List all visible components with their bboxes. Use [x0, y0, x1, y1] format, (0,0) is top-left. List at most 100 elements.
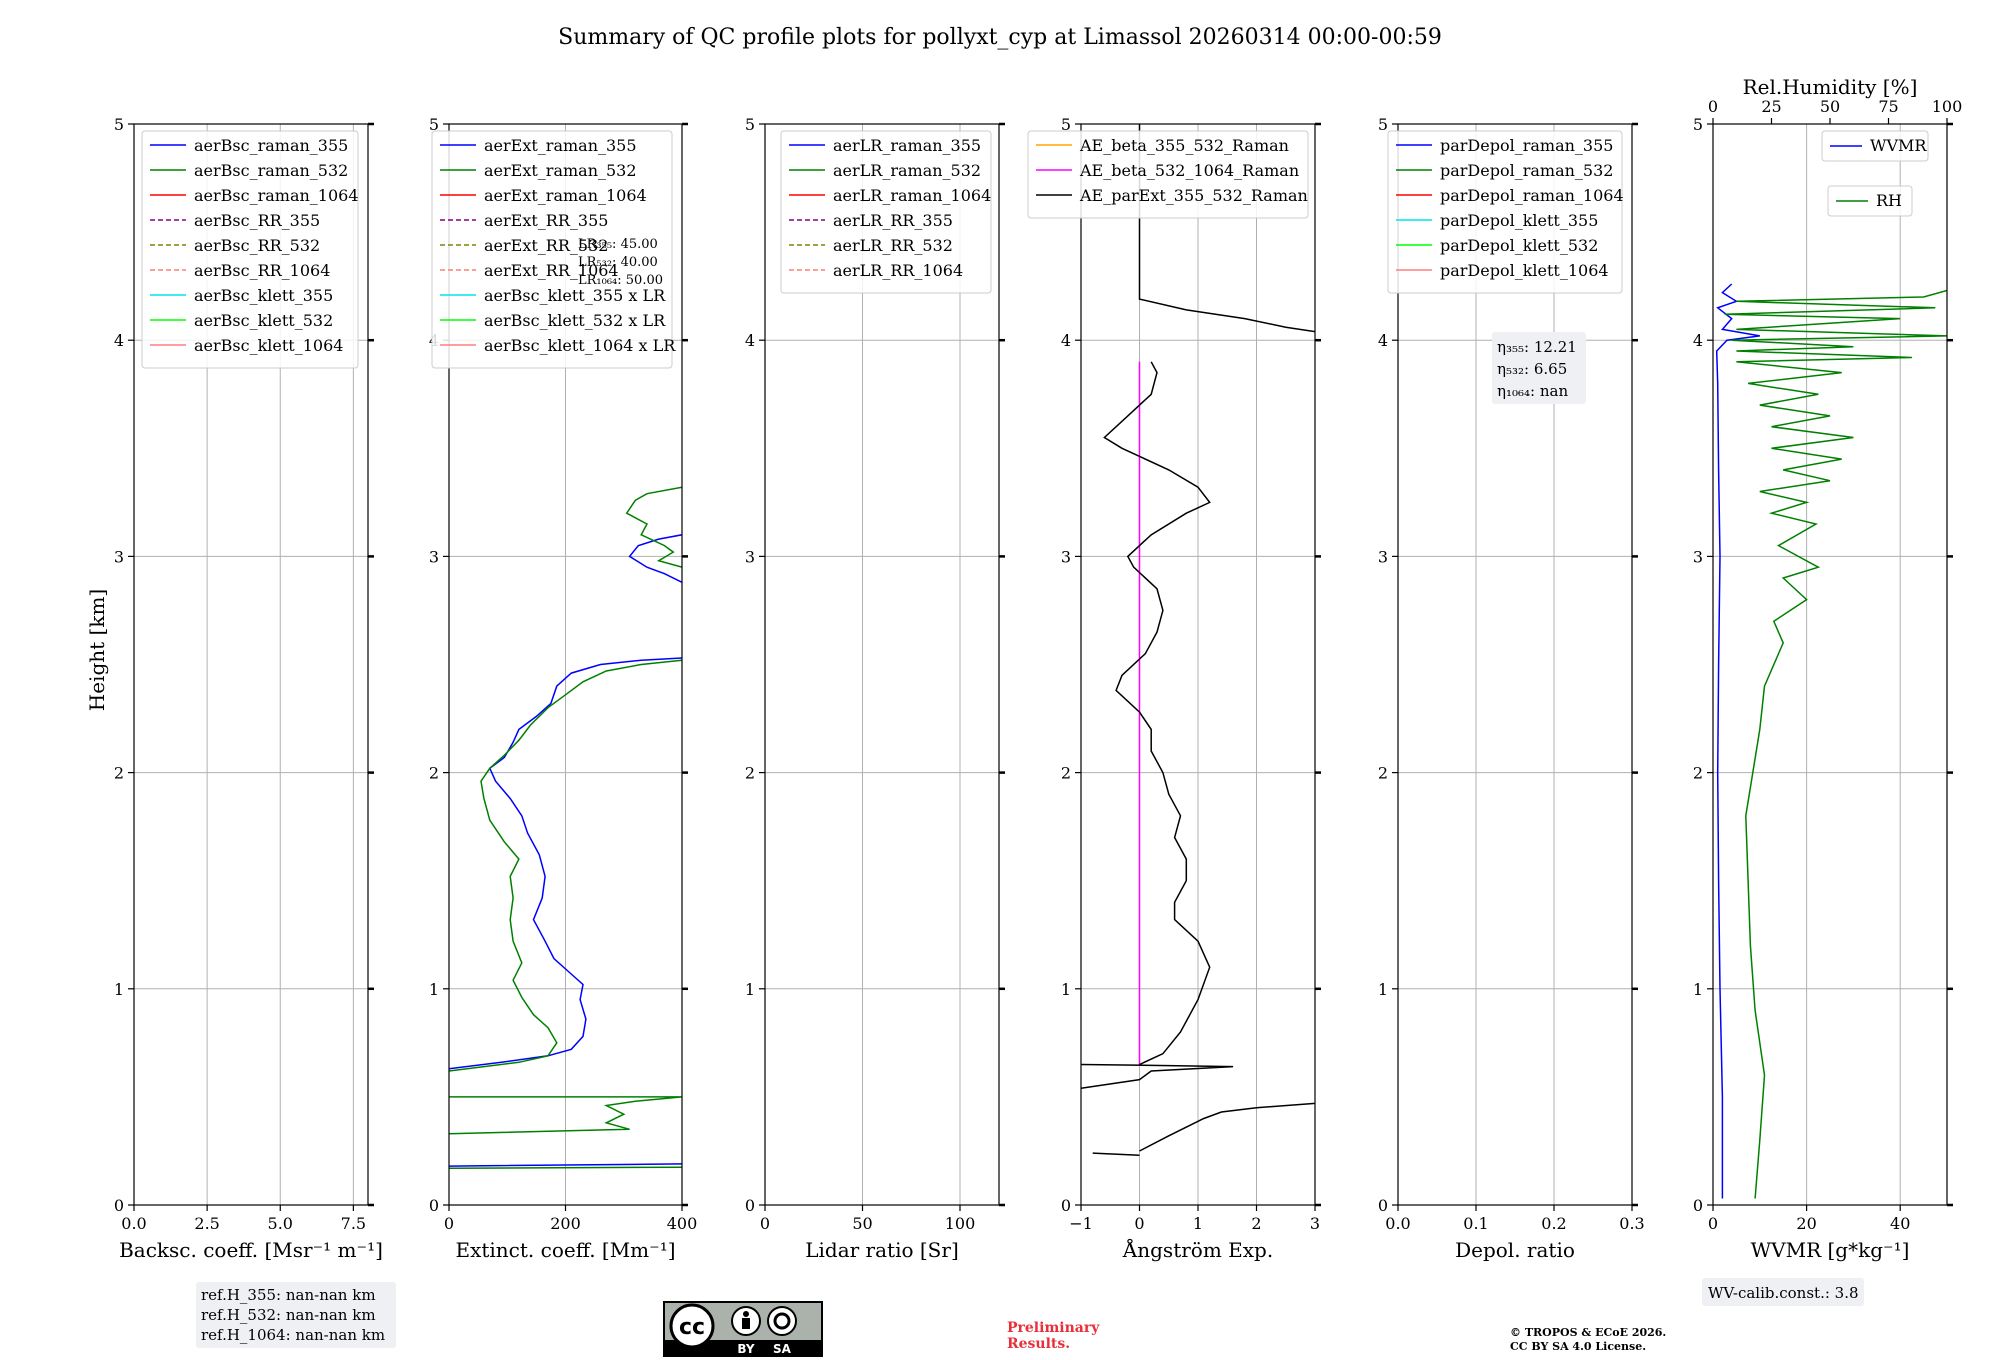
legend-label-depol-0: parDepol_raman_355: [1440, 136, 1613, 155]
ytick-label-bsc-3: 3: [114, 547, 124, 566]
series-AE_parExt_355_532_Raman: [1081, 124, 1315, 1157]
legend-ae: AE_beta_355_532_Raman AE_beta_532_1064_Ra…: [1027, 130, 1309, 219]
eta-1064: η₁₀₆₄: nan: [1497, 382, 1568, 400]
xtick-label-depol-3: 0.3: [1619, 1214, 1644, 1233]
xlabel-ext: Extinct. coeff. [Mm⁻¹]: [455, 1238, 675, 1262]
series-aerExt_raman_355: [449, 534, 682, 1167]
ytick-label-lr-5: 5: [745, 115, 755, 134]
legend-label-ext-7: aerBsc_klett_532 x LR: [484, 311, 666, 330]
xtick-label-depol-0: 0.0: [1385, 1214, 1410, 1233]
ytick-label-lr-1: 1: [745, 980, 755, 999]
xtick-label-lr-0: 0: [760, 1214, 770, 1233]
preliminary-line-2: Results.: [1007, 1336, 1070, 1352]
legend-depol: parDepol_raman_355 parDepol_raman_532 parD…: [1387, 130, 1624, 294]
axes-frame-bsc: [133, 123, 369, 1206]
ytick-label-bsc-5: 5: [114, 115, 124, 134]
legend-wv-0: WVMR: [1821, 130, 1929, 162]
top-tick-label-1: 25: [1761, 97, 1781, 116]
ytick-label-ext-5: 5: [429, 115, 439, 134]
legend-label-lr-2: aerLR_raman_1064: [833, 186, 991, 205]
legend-label-bsc-6: aerBsc_klett_355: [194, 286, 333, 305]
ytick-label-wv-3: 3: [1693, 547, 1703, 566]
lr-fixed-1064: LR₁₀₆₄: 50.00: [578, 273, 663, 288]
legend-label-bsc-8: aerBsc_klett_1064: [194, 336, 343, 355]
xlabel-bsc: Backsc. coeff. [Msr⁻¹ m⁻¹]: [119, 1238, 383, 1262]
ytick-label-wv-5: 5: [1693, 115, 1703, 134]
legend-label-lr-1: aerLR_raman_532: [833, 161, 981, 180]
eta-info-box: η₃₅₅: 12.21 η₅₃₂: 6.65 η₁₀₆₄: nan: [1492, 332, 1586, 404]
series-WVMR: [1715, 283, 1760, 1199]
sa-share-icon: [767, 1306, 797, 1336]
legend-label-bsc-7: aerBsc_klett_532: [194, 311, 333, 330]
series-group-ext: [449, 486, 682, 1169]
legend-label-depol-3: parDepol_klett_355: [1440, 211, 1598, 230]
xlabel-wv: WVMR [g*kg⁻¹]: [1751, 1238, 1910, 1262]
legend-label-bsc-4: aerBsc_RR_532: [194, 236, 320, 255]
legend-label-ae-2: AE_parExt_355_532_Raman: [1079, 186, 1308, 205]
legend-label-lr-3: aerLR_RR_355: [833, 211, 953, 230]
legend-label-ext-5: aerExt_RR_1064: [484, 261, 619, 280]
ytick-label-ext-3: 3: [429, 547, 439, 566]
ytick-label-bsc-4: 4: [114, 331, 124, 350]
ytick-label-lr-2: 2: [745, 764, 755, 783]
cc-sa-label: SA: [773, 1342, 792, 1356]
ytick-label-wv-1: 1: [1693, 980, 1703, 999]
legend-lr: aerLR_raman_355 aerLR_raman_532 aerLR_rama…: [780, 130, 992, 294]
legend-label-wv-0: WVMR: [1870, 136, 1927, 155]
legend-label-bsc-1: aerBsc_raman_532: [194, 161, 348, 180]
y-axis-label: Height [km]: [85, 589, 109, 711]
xtick-label-ae-1: 0: [1134, 1214, 1144, 1233]
xlabel-depol: Depol. ratio: [1455, 1238, 1575, 1262]
legend-label-ext-0: aerExt_raman_355: [484, 136, 637, 155]
ytick-label-wv-0: 0: [1693, 1196, 1703, 1215]
panel-depol: 0.0 0.1 0.2 0.3 0 1 2 3 4 5 Depol. ratio parDepol_r…: [1378, 115, 1645, 1262]
legend-label-ae-1: AE_beta_532_1064_Raman: [1079, 161, 1299, 180]
ytick-label-bsc-2: 2: [114, 764, 124, 783]
refh-1064: ref.H_1064: nan-nan km: [201, 1326, 385, 1344]
legend-label-depol-5: parDepol_klett_1064: [1440, 261, 1609, 280]
xtick-label-wv-2: 40: [1890, 1214, 1910, 1233]
axes-frame-lr: [764, 123, 1000, 1206]
ytick-label-ext-2: 2: [429, 764, 439, 783]
copyright-line-1: © TROPOS & ECoE 2026.: [1510, 1326, 1666, 1339]
axes-frame-wv: [1712, 123, 1948, 1206]
top-tick-label-4: 100: [1932, 97, 1963, 116]
ytick-label-wv-2: 2: [1693, 764, 1703, 783]
ytick-label-ext-1: 1: [429, 980, 439, 999]
ytick-label-depol-2: 2: [1378, 764, 1388, 783]
ytick-label-lr-3: 3: [745, 547, 755, 566]
legend-label-ext-4: aerExt_RR_532: [484, 236, 608, 255]
legend-label-depol-1: parDepol_raman_532: [1440, 161, 1613, 180]
copyright-line-2: CC BY SA 4.0 License.: [1510, 1340, 1646, 1353]
refh-532: ref.H_532: nan-nan km: [201, 1306, 376, 1324]
xtick-label-ae-3: 2: [1251, 1214, 1261, 1233]
lr-fixed-355: LR₃₅₅: 45.00: [578, 237, 658, 252]
xtick-label-ae-0: −1: [1069, 1214, 1093, 1233]
series-group-wv: [1715, 283, 1947, 1199]
ytick-label-ext-0: 0: [429, 1196, 439, 1215]
ytick-label-lr-0: 0: [745, 1196, 755, 1215]
ytick-label-ae-3: 3: [1061, 547, 1071, 566]
top-tick-label-0: 0: [1708, 97, 1718, 116]
legend-label-bsc-0: aerBsc_raman_355: [194, 136, 348, 155]
legend-bsc: aerBsc_raman_355 aerBsc_raman_532 aerBsc_r…: [141, 130, 359, 369]
legend-label-ext-6: aerBsc_klett_355 x LR: [484, 286, 666, 305]
legend-label-bsc-3: aerBsc_RR_355: [194, 211, 320, 230]
xtick-label-depol-1: 0.1: [1463, 1214, 1488, 1233]
legend-wv-1: RH: [1827, 185, 1913, 217]
ytick-label-ae-2: 2: [1061, 764, 1071, 783]
ytick-label-ae-1: 1: [1061, 980, 1071, 999]
legend-label-ae-0: AE_beta_355_532_Raman: [1079, 136, 1289, 155]
legend-label-wv-1: RH: [1876, 191, 1902, 210]
ytick-label-depol-3: 3: [1378, 547, 1388, 566]
wv-calib-text: WV-calib.const.: 3.8: [1708, 1284, 1859, 1302]
xtick-label-bsc-3: 7.5: [341, 1214, 366, 1233]
ytick-label-bsc-1: 1: [114, 980, 124, 999]
series-RH: [1724, 289, 1947, 1199]
ytick-label-depol-1: 1: [1378, 980, 1388, 999]
xtick-label-ae-4: 3: [1310, 1214, 1320, 1233]
top-tick-label-2: 50: [1820, 97, 1840, 116]
cc-by-label: BY: [737, 1342, 754, 1356]
ytick-label-bsc-0: 0: [114, 1196, 124, 1215]
